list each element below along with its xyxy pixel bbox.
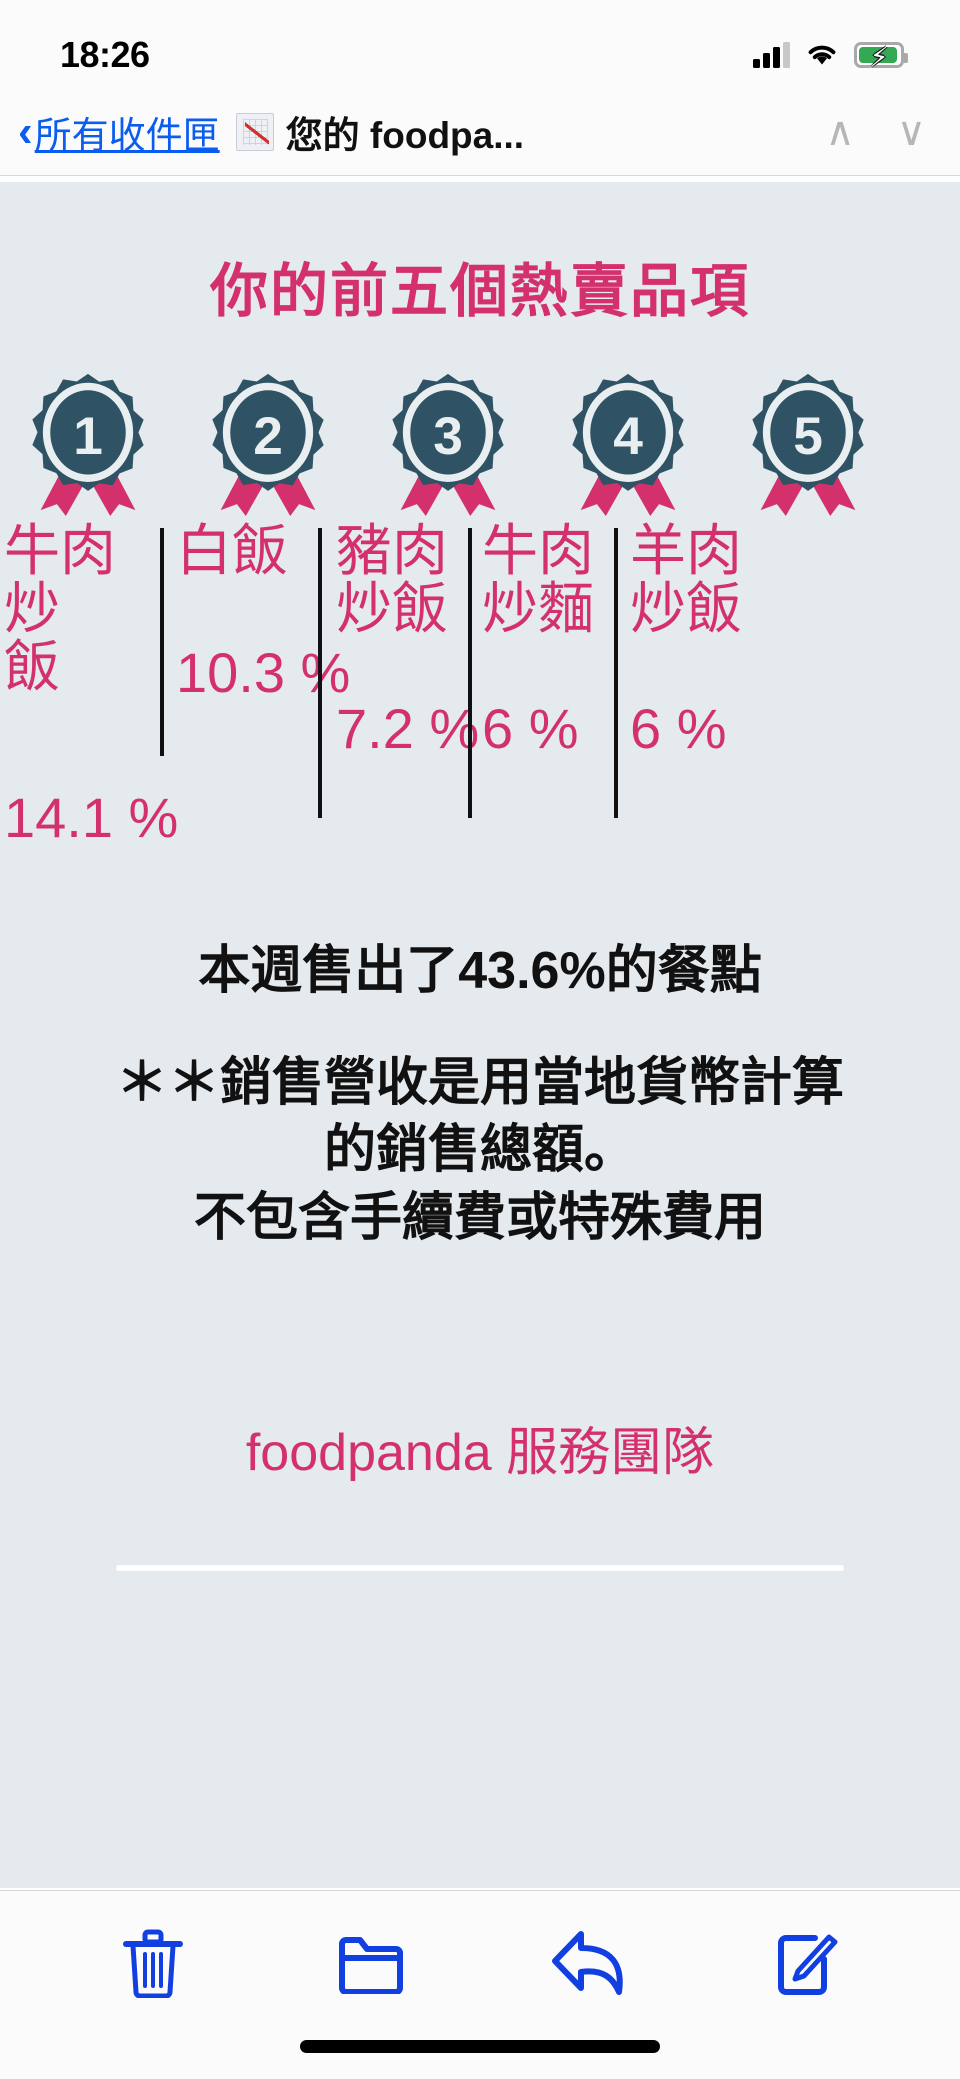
weekly-stat-section: 本週售出了43.6%的餐點 bbox=[0, 937, 960, 1006]
move-to-folder-button[interactable] bbox=[321, 1917, 421, 2009]
email-subject-title: 您的 foodpa... bbox=[285, 114, 525, 156]
item-name-5-line2: 炒飯 bbox=[630, 577, 742, 641]
cellular-signal-icon bbox=[753, 42, 790, 68]
compose-icon bbox=[774, 1929, 840, 1997]
item-column-4: 牛肉 炒麵 6 % bbox=[468, 519, 614, 818]
item-percent-2: 10.3 % bbox=[176, 641, 351, 705]
medal-badge-1: 1 bbox=[14, 368, 162, 516]
item-column-3: 豬肉 炒飯 7.2 % bbox=[318, 519, 480, 818]
medal-rank-1: 1 bbox=[73, 407, 103, 466]
nav-bar: ‹ 所有收件匣 您的 foodpa... ∧ ∨ bbox=[0, 88, 960, 176]
column-divider-3 bbox=[468, 528, 472, 818]
delete-button[interactable] bbox=[103, 1917, 203, 2009]
disclaimer-section: ＊＊銷售營收是用當地貨幣計算 的銷售總額。 不包含手續費或特殊費用 bbox=[0, 1050, 960, 1253]
column-divider-1 bbox=[160, 528, 164, 756]
back-to-all-inboxes-link[interactable]: 所有收件匣 bbox=[34, 114, 220, 156]
message-nav-arrows: ∧ ∨ bbox=[825, 112, 934, 152]
item-percent-5: 6 % bbox=[630, 697, 727, 761]
home-indicator[interactable] bbox=[300, 2040, 660, 2053]
page-title: 你的前五個熱賣品項 bbox=[209, 259, 750, 324]
item-name-1-line2: 飯 bbox=[4, 635, 60, 699]
weekly-sold-stat: 本週售出了43.6%的餐點 bbox=[198, 941, 762, 1000]
item-name-5-line1: 羊肉 bbox=[630, 519, 742, 582]
column-divider-4 bbox=[614, 528, 618, 818]
item-column-1: 牛肉炒 飯 14.1 % bbox=[0, 519, 179, 849]
item-name-3-line2: 炒飯 bbox=[336, 577, 448, 641]
email-toolbar bbox=[0, 1890, 960, 2079]
back-chevron-icon[interactable]: ‹ bbox=[18, 106, 33, 156]
status-bar: 18:26 ⚡ bbox=[0, 0, 960, 88]
report-card: 你的前五個熱賣品項 1 bbox=[0, 182, 960, 1888]
toolbar-icon-group bbox=[0, 1891, 960, 2009]
items-row: 牛肉炒 飯 14.1 % 白飯 10.3 % 豬肉 炒飯 bbox=[0, 519, 960, 849]
top-items-table: 牛肉炒 飯 14.1 % 白飯 10.3 % 豬肉 炒飯 bbox=[0, 519, 960, 849]
medal-rank-4: 4 bbox=[613, 407, 643, 466]
medal-rank-5: 5 bbox=[793, 407, 823, 466]
medal-rank-3: 3 bbox=[433, 407, 463, 466]
medal-row: 1 2 bbox=[0, 368, 960, 516]
item-column-5: 羊肉 炒飯 6 % bbox=[614, 519, 764, 818]
reply-arrow-icon bbox=[551, 1930, 627, 1996]
item-name-1-line1: 牛肉炒 bbox=[4, 519, 116, 641]
item-name-3-line1: 豬肉 bbox=[336, 519, 448, 582]
medal-badge-3: 3 bbox=[374, 368, 522, 516]
folder-icon bbox=[336, 1932, 406, 1994]
item-percent-1: 14.1 % bbox=[4, 785, 179, 849]
status-time: 18:26 bbox=[60, 34, 150, 75]
email-body[interactable]: 你的前五個熱賣品項 1 bbox=[0, 176, 960, 1890]
item-percent-4: 6 % bbox=[482, 697, 579, 761]
footer-divider bbox=[116, 1565, 844, 1572]
item-column-2: 白飯 10.3 % bbox=[160, 519, 351, 756]
trash-icon bbox=[122, 1928, 184, 1998]
disclaimer-line-1: ＊＊銷售營收是用當地貨幣計算 bbox=[115, 1053, 844, 1112]
compose-button[interactable] bbox=[757, 1917, 857, 2009]
reply-button[interactable] bbox=[539, 1917, 639, 2009]
chart-increasing-emoji-icon bbox=[235, 112, 274, 151]
medal-badge-5: 5 bbox=[734, 368, 882, 516]
item-name-4-line2: 炒麵 bbox=[482, 577, 594, 641]
item-percent-3: 7.2 % bbox=[336, 697, 480, 761]
item-name-4-line1: 牛肉 bbox=[482, 519, 594, 582]
disclaimer-line-3: 不包含手續費或特殊費用 bbox=[193, 1188, 766, 1247]
medal-rank-2: 2 bbox=[253, 407, 283, 466]
medal-badge-2: 2 bbox=[194, 368, 342, 516]
item-name-2-line1: 白飯 bbox=[176, 519, 288, 582]
wifi-icon bbox=[806, 43, 838, 67]
battery-charging-icon: ⚡ bbox=[854, 42, 908, 71]
status-indicators: ⚡ bbox=[753, 42, 908, 71]
disclaimer-line-2: 的銷售總額。 bbox=[323, 1121, 636, 1180]
signature-text: foodpanda 服務團隊 bbox=[245, 1424, 715, 1483]
column-divider-2 bbox=[318, 528, 322, 818]
next-message-icon[interactable]: ∨ bbox=[896, 109, 926, 154]
medal-badge-4: 4 bbox=[554, 368, 702, 516]
previous-message-icon[interactable]: ∧ bbox=[825, 109, 855, 154]
